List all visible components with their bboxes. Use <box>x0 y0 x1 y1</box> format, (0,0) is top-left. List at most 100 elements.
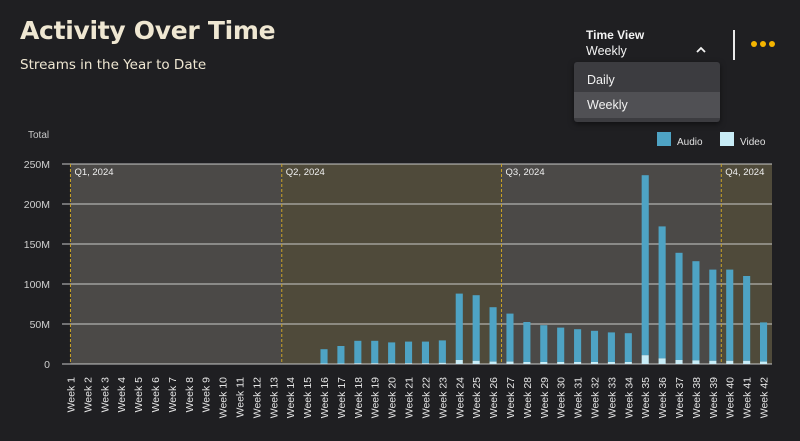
video-bar <box>404 363 413 364</box>
x-tick-label: Week 3 <box>99 377 111 413</box>
video-bar <box>759 361 768 364</box>
x-tick-label: Week 17 <box>336 377 348 418</box>
x-tick-label: Week 13 <box>268 377 280 418</box>
menu-item-label: Daily <box>587 73 615 87</box>
time-view-dropdown[interactable]: Weekly <box>586 43 712 61</box>
audio-bar <box>489 307 497 362</box>
more-dot <box>751 41 757 47</box>
x-tick-label: Week 37 <box>674 377 686 418</box>
audio-bar <box>607 332 615 362</box>
audio-bar <box>337 346 345 364</box>
menu-item-daily[interactable]: Daily <box>574 67 720 93</box>
video-bar <box>675 360 683 364</box>
x-tick-label: Week 19 <box>370 377 382 418</box>
y-tick-label: 0 <box>44 359 50 371</box>
audio-bar <box>455 293 463 360</box>
audio-bar <box>354 340 362 364</box>
chevron-up-icon[interactable] <box>694 43 708 57</box>
more-options-icon[interactable] <box>748 36 778 52</box>
audio-bar <box>371 340 379 364</box>
x-tick-label: Week 32 <box>590 377 602 418</box>
legend-swatch-video <box>720 132 734 146</box>
page-subtitle: Streams in the Year to Date <box>20 57 207 73</box>
audio-bar <box>759 322 768 362</box>
video-bar <box>658 358 666 364</box>
y-tick-label: 50M <box>30 319 50 331</box>
audio-bar <box>675 252 683 360</box>
x-tick-label: Week 23 <box>437 377 449 418</box>
y-tick-label: 150M <box>24 239 50 251</box>
x-tick-label: Week 34 <box>623 377 635 418</box>
quarter-band <box>70 164 282 364</box>
x-tick-label: Week 40 <box>725 377 737 418</box>
video-bar <box>472 360 480 364</box>
video-bar <box>523 362 531 364</box>
legend-label-video: Video <box>740 137 766 148</box>
y-tick-label: 200M <box>24 199 50 211</box>
audio-bar <box>692 261 700 361</box>
audio-bar <box>557 327 565 362</box>
quarter-band <box>281 164 502 364</box>
x-tick-label: Week 21 <box>404 377 416 418</box>
x-tick-label: Week 4 <box>116 377 128 413</box>
video-bar <box>354 363 362 364</box>
video-bar <box>455 360 463 364</box>
video-bar <box>421 363 430 364</box>
quarter-label: Q3, 2024 <box>506 167 545 178</box>
x-tick-label: Week 5 <box>133 377 145 413</box>
x-tick-label: Week 10 <box>218 377 230 418</box>
time-view-menu: Daily Weekly <box>574 62 720 122</box>
audio-bar <box>421 341 430 364</box>
time-view-selected-value: Weekly <box>586 44 627 58</box>
video-bar <box>574 362 582 364</box>
video-bar <box>607 362 615 364</box>
x-tick-label: Week 41 <box>742 377 754 418</box>
video-bar <box>506 361 514 364</box>
more-dot <box>769 41 775 47</box>
video-bar <box>388 363 396 364</box>
audio-bar <box>709 269 717 361</box>
x-tick-label: Week 24 <box>454 377 466 418</box>
video-bar <box>540 362 548 364</box>
video-bar <box>557 362 565 364</box>
x-tick-label: Week 12 <box>251 377 263 418</box>
header-divider <box>733 30 735 60</box>
audio-bar <box>624 333 632 362</box>
y-tick-label: 100M <box>24 279 50 291</box>
quarter-label: Q4, 2024 <box>725 167 764 178</box>
quarter-band <box>501 164 722 364</box>
x-tick-label: Week 27 <box>505 377 517 418</box>
x-tick-label: Week 8 <box>184 377 196 413</box>
x-tick-label: Week 9 <box>201 377 213 413</box>
more-dot <box>760 41 766 47</box>
video-bar <box>692 360 700 364</box>
x-tick-label: Week 36 <box>657 377 669 418</box>
menu-item-weekly[interactable]: Weekly <box>574 92 720 118</box>
x-tick-label: Week 31 <box>573 377 585 418</box>
audio-bar <box>506 313 514 362</box>
video-bar <box>743 360 751 364</box>
x-tick-label: Week 39 <box>708 377 720 418</box>
audio-bar <box>743 276 751 361</box>
x-tick-label: Week 33 <box>606 377 618 418</box>
video-bar <box>438 362 446 364</box>
x-tick-label: Week 26 <box>488 377 500 418</box>
audio-bar <box>540 325 548 362</box>
x-tick-label: Week 6 <box>150 377 162 413</box>
audio-bar <box>641 175 649 356</box>
x-tick-label: Week 28 <box>522 377 534 418</box>
video-bar <box>641 355 649 364</box>
quarter-label: Q2, 2024 <box>286 167 325 178</box>
x-tick-label: Week 30 <box>556 377 568 418</box>
x-tick-label: Week 2 <box>82 377 94 413</box>
x-tick-label: Week 29 <box>539 377 551 418</box>
legend-swatch-audio <box>657 132 671 146</box>
audio-bar <box>574 329 582 362</box>
x-tick-label: Week 7 <box>167 377 179 413</box>
video-bar <box>489 361 497 364</box>
x-tick-label: Week 25 <box>471 377 483 418</box>
x-tick-label: Week 1 <box>65 377 77 413</box>
audio-bar <box>438 340 446 363</box>
video-bar <box>709 360 717 364</box>
